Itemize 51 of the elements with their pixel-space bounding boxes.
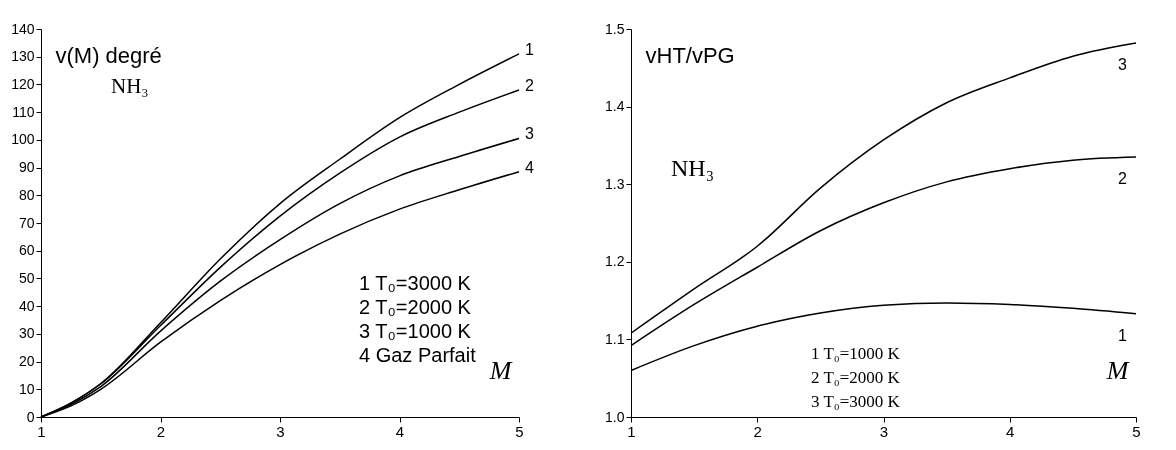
x-tick-label: 3 — [879, 422, 889, 440]
y-tick-label: 130 — [11, 48, 35, 65]
y-tick-label: 10 — [18, 380, 35, 397]
series-label: 3 — [525, 125, 534, 143]
y-tick-label: 40 — [18, 297, 35, 314]
annotation: NH₃ — [111, 74, 149, 98]
series-label: 3 — [1118, 55, 1127, 73]
annotation: 1 T₀=1000 K — [811, 344, 901, 363]
y-tick-label: 1.2 — [605, 253, 625, 270]
annotation: NH₃ — [671, 155, 715, 181]
y-tick-label: 0 — [26, 408, 35, 425]
y-tick-label: 1.1 — [605, 330, 625, 347]
x-tick-label: 1 — [627, 422, 636, 440]
x-tick-label: 5 — [1132, 422, 1141, 440]
y-tick-label: 50 — [18, 269, 35, 286]
x-tick-label: 1 — [37, 422, 46, 440]
x-axis-title: M — [488, 355, 513, 385]
y-tick-label: 90 — [18, 159, 35, 176]
series-label: 2 — [525, 76, 534, 94]
y-tick-label: 120 — [11, 75, 35, 92]
series-label: 4 — [525, 158, 534, 176]
x-axis-title: M — [1105, 355, 1130, 385]
x-tick-label: 5 — [515, 422, 524, 440]
series-label: 1 — [525, 40, 534, 58]
y-tick-label: 60 — [18, 242, 35, 259]
y-tick-label: 70 — [18, 214, 35, 231]
annotation: 1 T₀=3000 K — [359, 272, 472, 294]
y-tick-label: 140 — [11, 20, 35, 37]
x-tick-label: 4 — [1006, 422, 1015, 440]
y-tick-label: 110 — [12, 103, 35, 120]
y-axis-title: vHT/vPG — [645, 42, 735, 68]
series-label: 2 — [1118, 170, 1127, 188]
y-tick-label: 80 — [18, 186, 35, 203]
y-tick-label: 20 — [18, 353, 35, 370]
y-tick-label: 1.4 — [605, 98, 625, 115]
annotation: 2 T₀=2000 K — [359, 296, 472, 318]
series-label: 1 — [1118, 326, 1127, 344]
y-axis-title: v(M) degré — [55, 42, 162, 68]
y-tick-label: 100 — [11, 131, 35, 148]
annotation: 3 T₀=1000 K — [359, 320, 472, 342]
x-tick-label: 2 — [753, 422, 762, 440]
x-tick-label: 2 — [156, 422, 166, 440]
y-tick-label: 1.0 — [605, 408, 625, 425]
y-tick-label: 30 — [18, 325, 35, 342]
x-tick-label: 3 — [276, 422, 285, 440]
annotation: 3 T₀=3000 K — [811, 392, 901, 411]
annotation: 2 T₀=2000 K — [811, 368, 901, 387]
y-tick-label: 1.3 — [605, 175, 625, 192]
annotation: 4 Gaz Parfait — [359, 344, 477, 366]
x-tick-label: 4 — [395, 422, 405, 440]
y-tick-label: 1.5 — [605, 20, 625, 37]
